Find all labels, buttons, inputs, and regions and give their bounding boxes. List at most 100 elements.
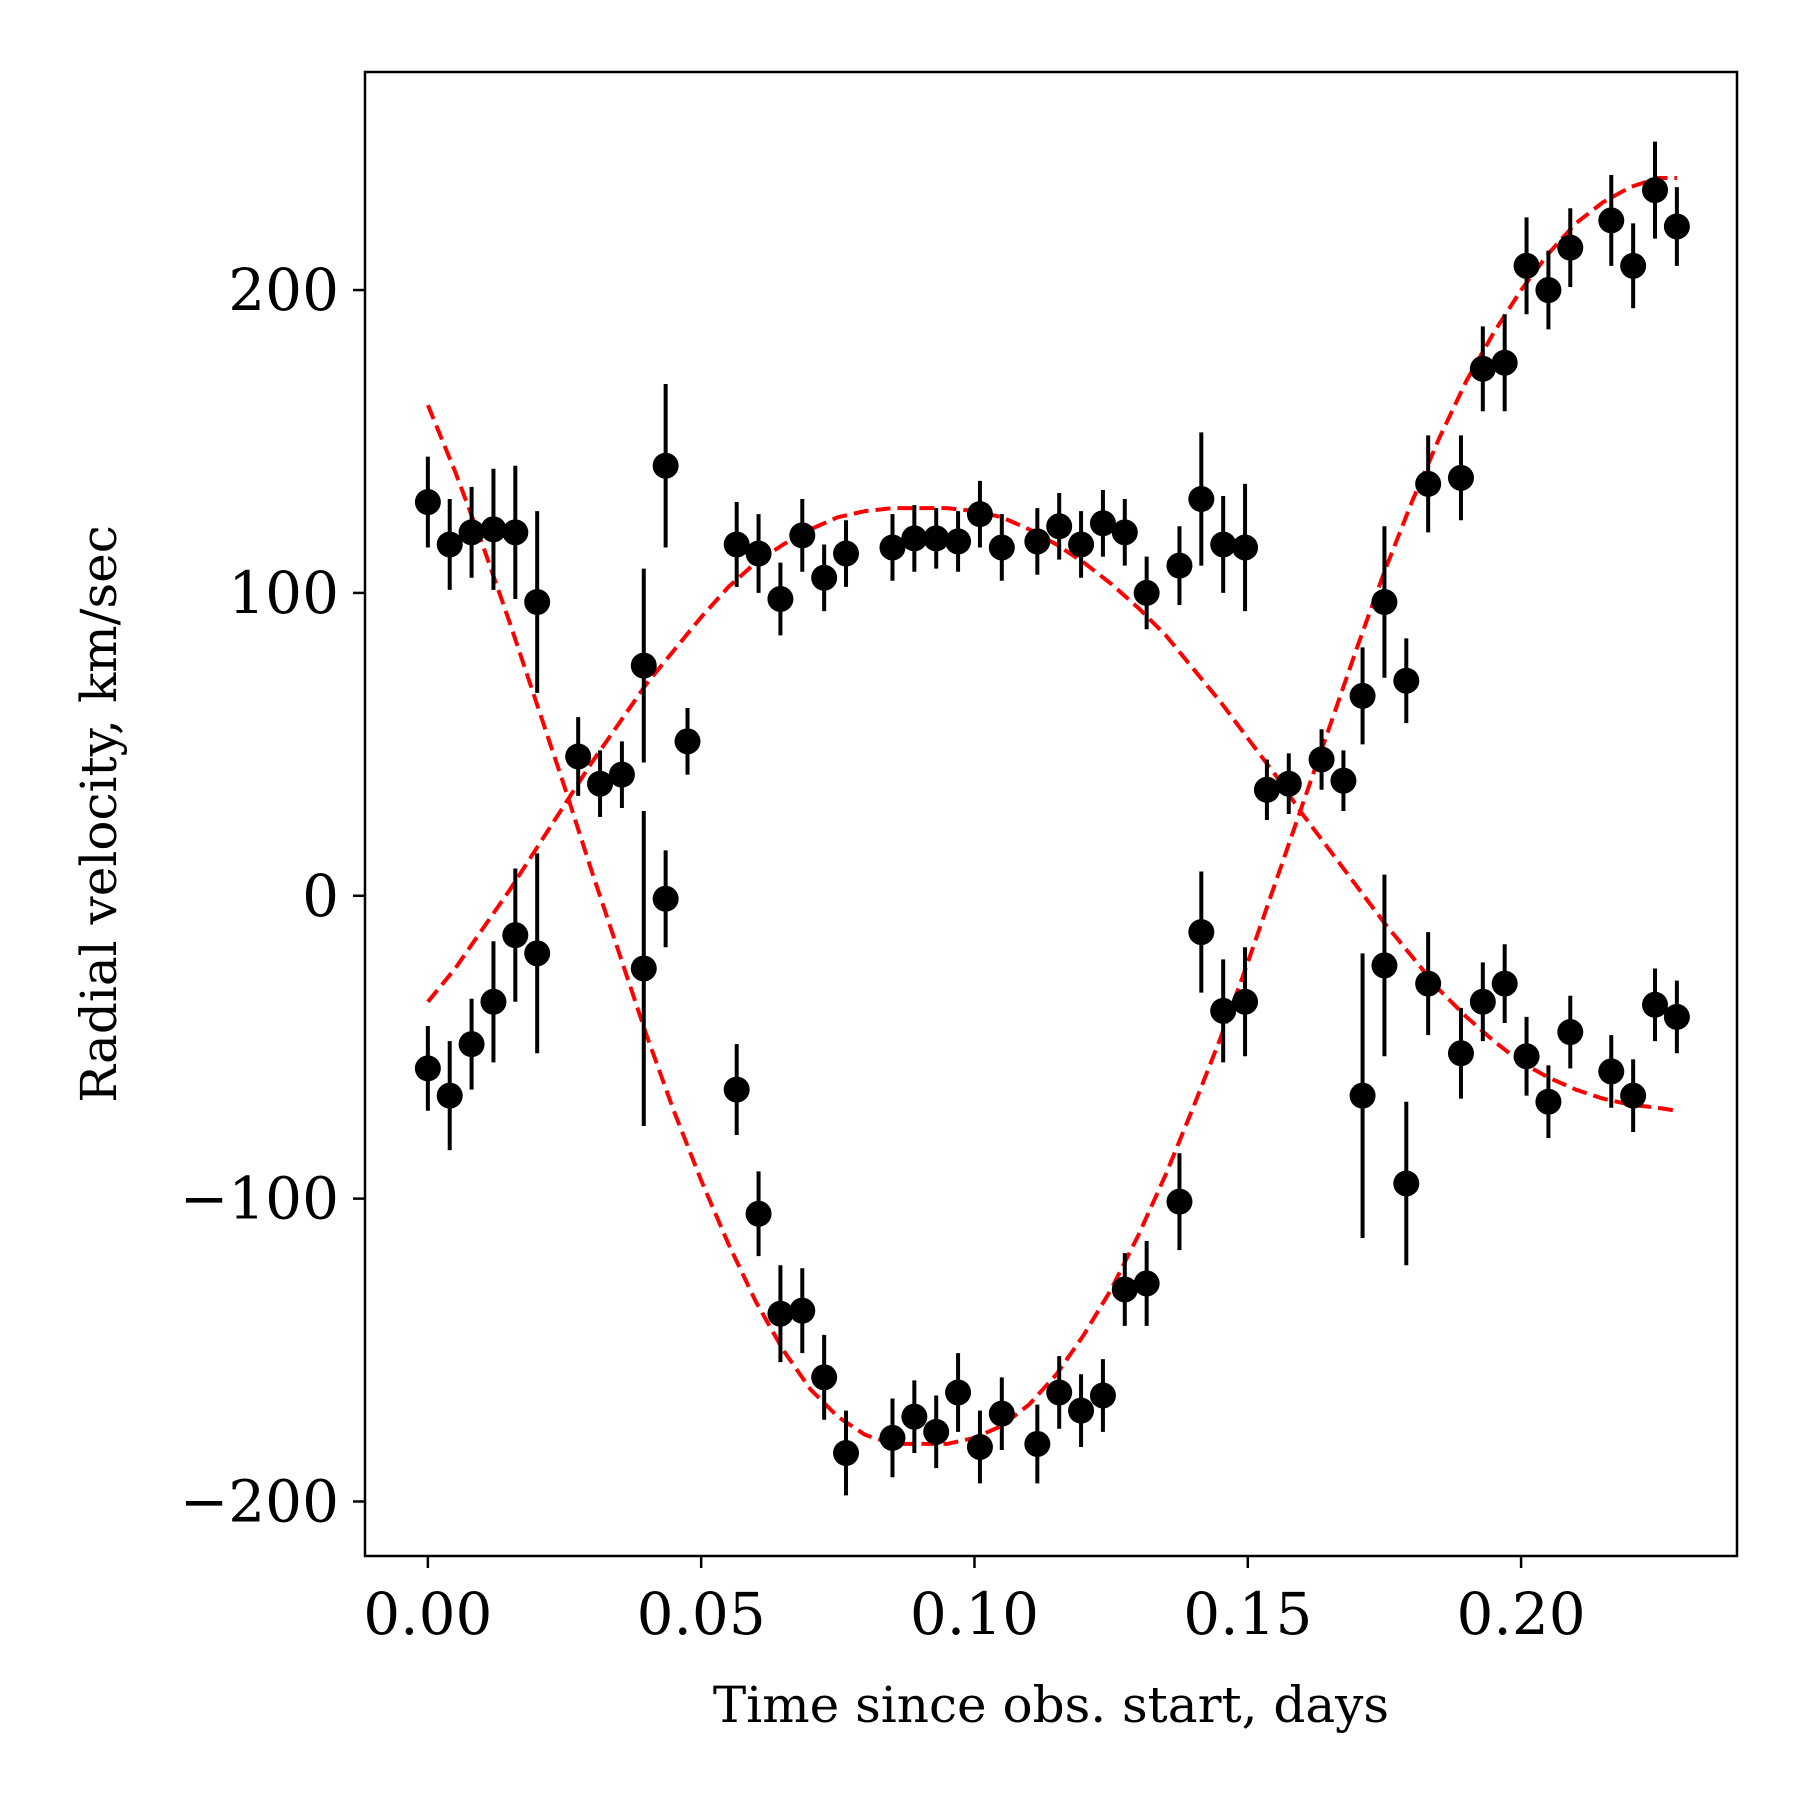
data-point [1133, 1270, 1160, 1297]
data-point [630, 652, 657, 679]
data-point [1210, 531, 1237, 558]
data-point [1491, 349, 1518, 376]
data-point [414, 1055, 441, 1082]
data-point [1111, 1276, 1138, 1303]
data-point [1535, 1088, 1562, 1115]
data-point [811, 564, 838, 591]
data-point [524, 940, 551, 967]
data-point [1188, 919, 1215, 946]
data-point [988, 1400, 1015, 1427]
data-point [1133, 579, 1160, 606]
data-point [745, 1200, 772, 1227]
data-point [767, 585, 794, 612]
data-point [789, 1297, 816, 1324]
data-point [767, 1300, 794, 1327]
data-point [1089, 1382, 1116, 1409]
data-point [1210, 997, 1237, 1024]
y-tick-label: 100 [228, 559, 339, 627]
data-point [1513, 252, 1540, 279]
data-point [1535, 277, 1562, 304]
data-point [1349, 682, 1376, 709]
data-point [1469, 988, 1496, 1015]
data-point [1188, 486, 1215, 513]
data-point [723, 1076, 750, 1103]
data-point [1166, 552, 1193, 579]
data-point [789, 522, 816, 549]
x-tick-label: 0.15 [1183, 1580, 1312, 1648]
data-point [587, 770, 614, 797]
data-point [1308, 746, 1335, 773]
plot-frame [363, 70, 1739, 1558]
data-point [480, 516, 507, 543]
data-point [1447, 464, 1474, 491]
data-point [608, 761, 635, 788]
data-point [923, 1418, 950, 1445]
data-point [1111, 519, 1138, 546]
x-tick-label: 0.00 [363, 1580, 492, 1648]
data-point [1663, 1003, 1690, 1030]
x-tick-label: 0.05 [637, 1580, 766, 1648]
data-point [1642, 991, 1669, 1018]
data-point [1491, 970, 1518, 997]
y-tick-label: −100 [180, 1165, 339, 1233]
model-line-1 [426, 506, 1678, 1113]
data-point [923, 525, 950, 552]
data-point [502, 519, 529, 546]
data-point [674, 728, 701, 755]
data-point [745, 540, 772, 567]
y-tick-label: 0 [302, 862, 339, 930]
data-point [652, 885, 679, 912]
data-point [901, 1403, 928, 1430]
data-point [480, 988, 507, 1015]
data-point [1275, 770, 1302, 797]
data-point [1557, 234, 1584, 261]
data-point [1620, 1082, 1647, 1109]
data-point [1557, 1019, 1584, 1046]
data-point [630, 955, 657, 982]
data-point [1024, 1430, 1051, 1457]
data-point [414, 489, 441, 516]
data-point [1089, 510, 1116, 537]
y-tick-label: 200 [228, 256, 339, 324]
data-point [945, 528, 972, 555]
data-point [1068, 531, 1095, 558]
data-point [833, 1440, 860, 1467]
y-axis-label: Radial velocity, km/sec [70, 525, 128, 1103]
data-point [502, 922, 529, 949]
data-point [1349, 1082, 1376, 1109]
data-point [1642, 177, 1669, 204]
data-point [811, 1364, 838, 1391]
data-point [565, 743, 592, 770]
data-point [966, 501, 993, 528]
data-point [1371, 952, 1398, 979]
data-point [1598, 207, 1625, 234]
data-point [1330, 767, 1357, 794]
data-point [833, 540, 860, 567]
data-point [1232, 988, 1259, 1015]
data-point [1024, 528, 1051, 555]
data-point [879, 1424, 906, 1451]
data-point [1371, 589, 1398, 615]
data-point [1166, 1188, 1193, 1215]
data-point [988, 534, 1015, 561]
data-point [1068, 1397, 1095, 1424]
data-point [524, 589, 551, 615]
data-point [1513, 1043, 1540, 1070]
plot-area [414, 141, 1690, 1496]
y-tick-label: −200 [180, 1467, 339, 1535]
data-point [1447, 1040, 1474, 1067]
data-point [436, 531, 463, 558]
data-point [966, 1433, 993, 1460]
data-point [1253, 776, 1280, 803]
data-point [723, 531, 750, 558]
data-point [1046, 513, 1073, 540]
data-point [458, 1031, 485, 1058]
data-point [1415, 970, 1442, 997]
axis-ticks: 0.00 0.05 0.10 0.15 0.20 −200 −100 0 100 200 [180, 256, 1586, 1648]
data-point [945, 1379, 972, 1406]
data-point [1598, 1058, 1625, 1085]
data-point [1046, 1379, 1073, 1406]
data-point [1232, 534, 1259, 561]
